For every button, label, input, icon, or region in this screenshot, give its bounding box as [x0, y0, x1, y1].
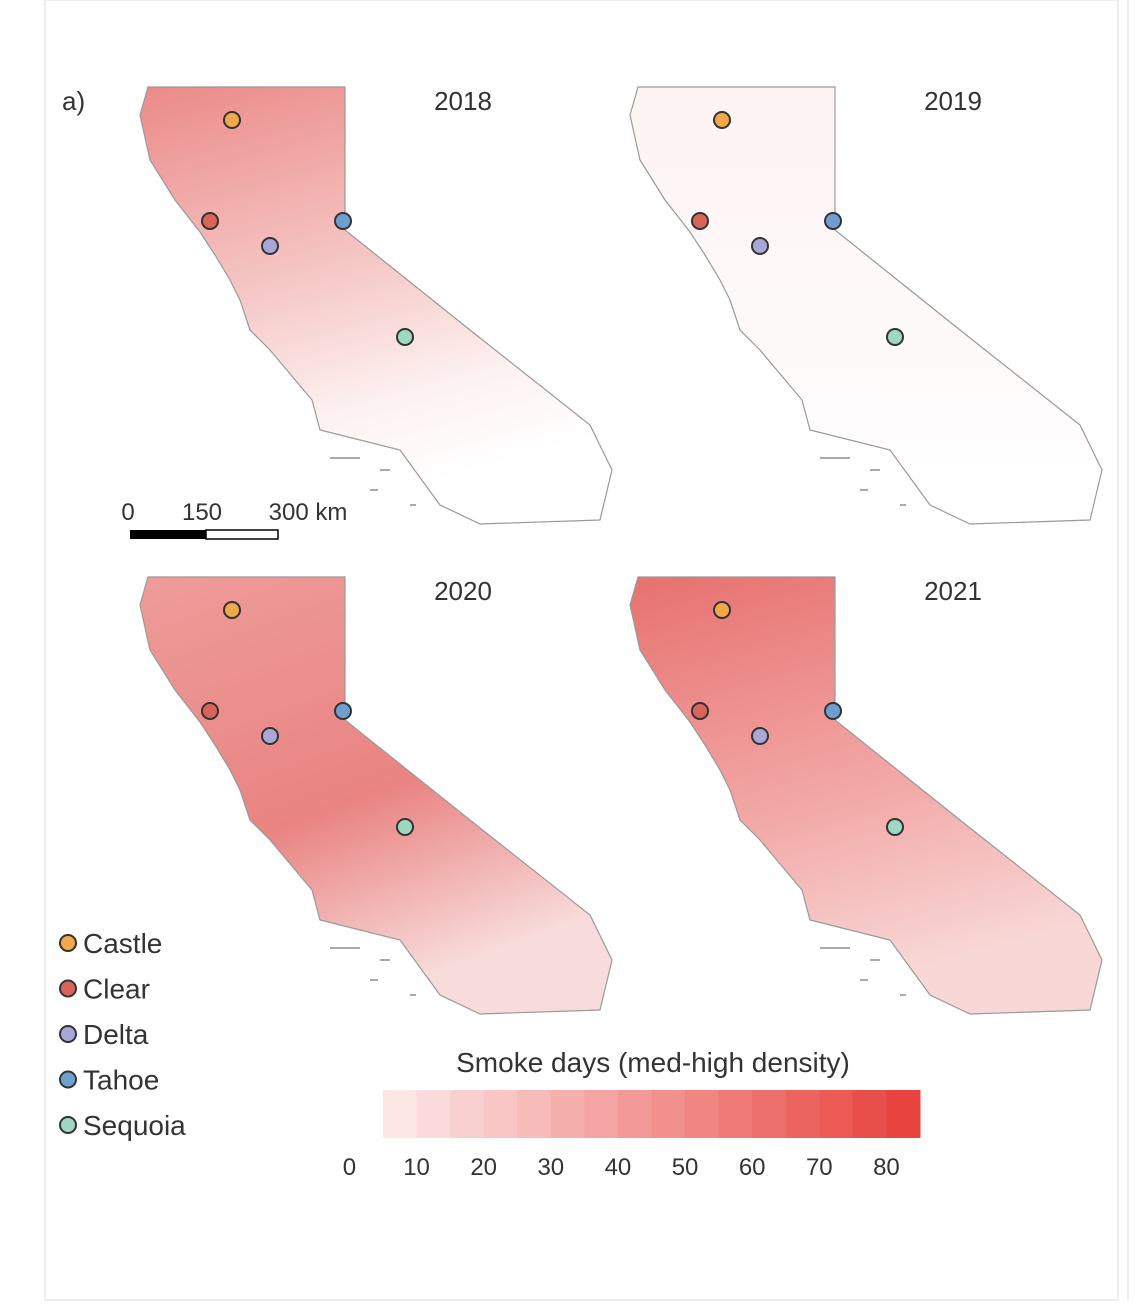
site-marker	[223, 601, 241, 619]
scale-label: 300 km	[269, 499, 348, 526]
colorbar-step	[685, 1090, 720, 1138]
site-marker	[886, 328, 904, 346]
site-marker	[396, 328, 414, 346]
site-marker	[396, 818, 414, 836]
site-marker	[751, 237, 769, 255]
colorbar-step	[483, 1090, 518, 1138]
year-label: 2018	[434, 86, 492, 116]
colorbar-tick-label: 40	[605, 1154, 632, 1181]
legend-marker	[59, 979, 77, 998]
site-marker	[334, 212, 352, 230]
map-panel: 2018	[139, 86, 613, 525]
colorbar-step	[651, 1090, 686, 1138]
colorbar-tick-label: 70	[806, 1154, 833, 1181]
site-marker	[886, 818, 904, 836]
site-marker	[824, 212, 842, 230]
site-marker	[824, 702, 842, 720]
site-marker	[691, 702, 709, 720]
colorbar-step	[617, 1090, 652, 1138]
colorbar-step	[852, 1090, 887, 1138]
legend-label: Clear	[83, 974, 150, 1005]
site-marker	[201, 212, 219, 230]
year-label: 2020	[434, 576, 492, 606]
colorbar-step	[752, 1090, 787, 1138]
colorbar-tick-label: 80	[873, 1154, 900, 1181]
panel-label: a)	[62, 86, 85, 116]
colorbar-title: Smoke days (med-high density)	[456, 1047, 850, 1078]
year-label: 2021	[924, 576, 982, 606]
year-label: 2019	[924, 86, 982, 116]
colorbar-step	[416, 1090, 451, 1138]
scale-bar: 0 150 300 km	[121, 499, 348, 540]
scale-label: 0	[121, 499, 134, 526]
legend: Castle Clear Delta Tahoe Sequoia	[59, 928, 186, 1141]
colorbar-step	[819, 1090, 854, 1138]
legend-marker	[59, 1070, 77, 1089]
site-marker	[713, 111, 731, 129]
colorbar-tick-label: 20	[470, 1154, 497, 1181]
colorbar-step	[450, 1090, 485, 1138]
scale-segment	[130, 530, 206, 539]
colorbar-tick-label: 10	[403, 1154, 430, 1181]
maps: 2018 2019 2020 2021	[139, 86, 1103, 1015]
state-outline	[629, 86, 1103, 525]
legend-label: Castle	[83, 928, 162, 959]
scale-label: 150	[182, 499, 222, 526]
map-panel: 2019	[629, 86, 1103, 525]
state-outline	[139, 86, 613, 525]
legend-marker	[59, 1025, 77, 1043]
colorbar-step	[383, 1090, 418, 1138]
colorbar-step	[718, 1090, 753, 1138]
colorbar-step	[550, 1090, 585, 1138]
legend-marker	[59, 934, 77, 952]
map-panel: 2021	[629, 576, 1103, 1015]
site-marker	[223, 111, 241, 129]
colorbar-step	[886, 1090, 921, 1138]
site-marker	[201, 702, 219, 720]
site-marker	[713, 601, 731, 619]
colorbar-step	[584, 1090, 619, 1138]
colorbar-step	[785, 1090, 820, 1138]
frame	[44, 0, 1119, 1301]
colorbar-tick-label: 30	[537, 1154, 564, 1181]
colorbar-tick-label: 0	[343, 1154, 356, 1181]
legend-label: Delta	[83, 1019, 149, 1050]
map-panel: 2020	[139, 576, 613, 1015]
state-outline	[629, 576, 1103, 1015]
state-outline	[139, 576, 613, 1015]
legend-label: Sequoia	[83, 1110, 186, 1141]
legend-label: Tahoe	[83, 1065, 159, 1096]
colorbar: Smoke days (med-high density) 0 10 20 30 40 5…	[343, 1047, 921, 1181]
site-marker	[261, 237, 279, 255]
colorbar-tick-label: 60	[739, 1154, 766, 1181]
site-marker	[751, 727, 769, 745]
site-marker	[691, 212, 709, 230]
legend-marker	[59, 1116, 77, 1134]
site-marker	[261, 727, 279, 745]
colorbar-step	[517, 1090, 552, 1138]
site-marker	[334, 702, 352, 720]
colorbar-tick-label: 50	[672, 1154, 699, 1181]
scale-segment	[205, 529, 279, 540]
